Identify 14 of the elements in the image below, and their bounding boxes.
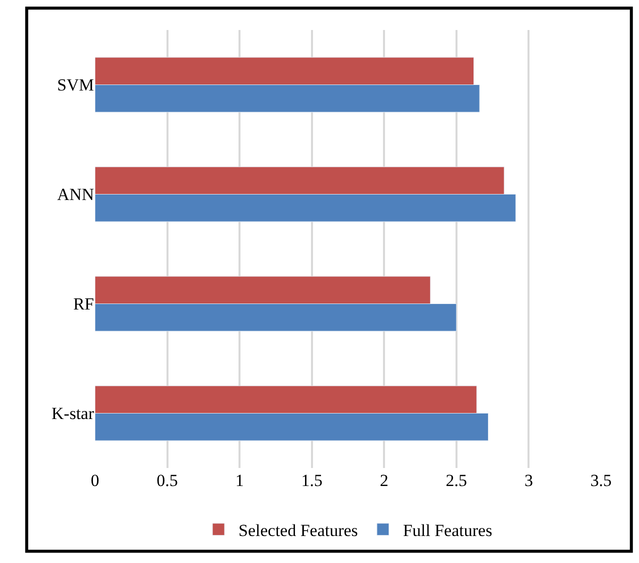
y-tick-label: SVM — [57, 76, 94, 95]
legend-label: Full Features — [402, 520, 492, 540]
x-tick-label: 0.5 — [156, 471, 178, 490]
x-tick-label: 0 — [90, 471, 100, 490]
x-tick-label: 1 — [235, 471, 244, 490]
x-tick-label: 3 — [524, 471, 533, 490]
x-tick-label: 3.5 — [590, 471, 612, 490]
legend-label: Selected Features — [238, 520, 358, 540]
x-tick-label: 2 — [380, 471, 388, 490]
y-tick-label: K-star — [52, 404, 94, 424]
y-tick-label: RF — [73, 294, 94, 314]
x-tick-label: 1.5 — [301, 471, 322, 490]
x-tick-label: 2.5 — [446, 471, 468, 490]
y-tick-label: ANN — [57, 185, 94, 204]
